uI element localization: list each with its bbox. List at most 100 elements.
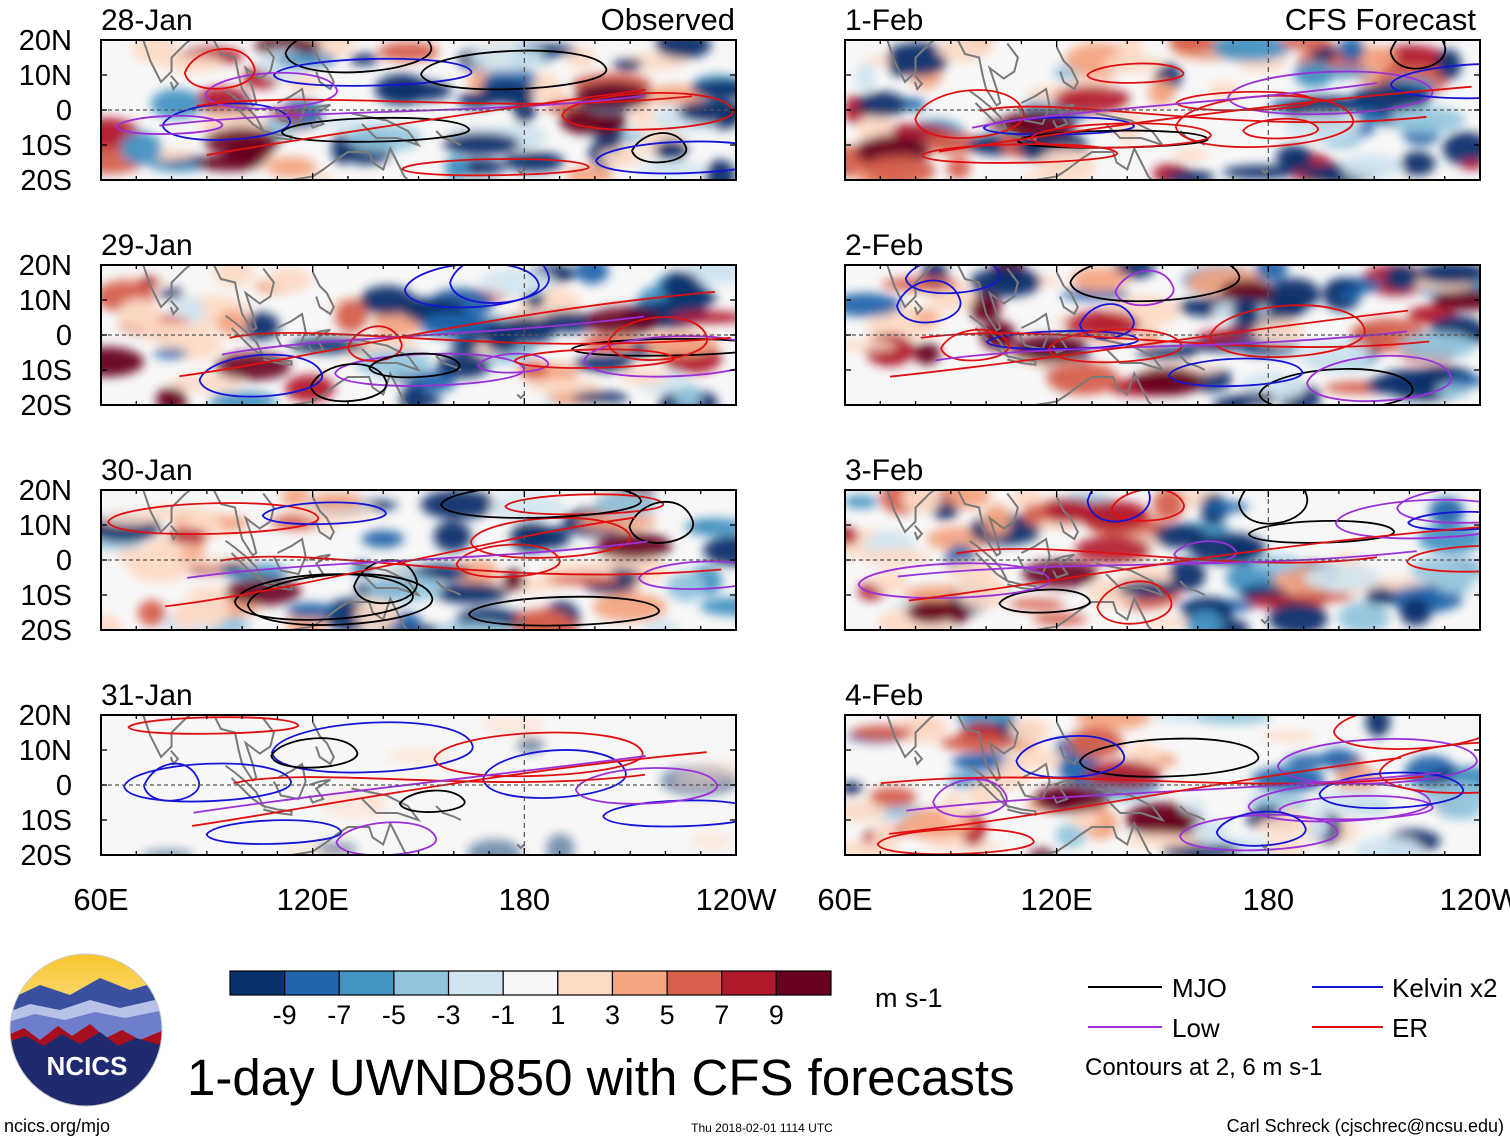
coastline <box>1095 337 1166 372</box>
legend: MJO Kelvin x2 Low ER Contours at 2, 6 m … <box>1085 973 1498 1081</box>
wave-contour <box>1174 94 1354 148</box>
colorbar-label: -1 <box>491 1000 515 1030</box>
coastlines <box>885 490 1270 630</box>
anomaly-cell <box>1384 265 1419 291</box>
y-tick-label: 20S <box>20 840 72 872</box>
wave-contour <box>1173 540 1237 564</box>
anomaly-cell <box>547 574 622 586</box>
y-tick-label: 10S <box>20 805 72 837</box>
panel-date: 29-Jan <box>101 229 193 262</box>
anomaly-cell <box>377 41 439 62</box>
anomaly-cell <box>666 572 706 602</box>
wave-contour <box>1332 715 1480 750</box>
anomaly-cell <box>862 155 936 180</box>
panel-date: 3-Feb <box>845 454 923 487</box>
colorbar-swatch <box>666 970 723 996</box>
wave-contour <box>595 140 736 175</box>
coastline <box>1007 805 1037 816</box>
anomaly-cell <box>913 342 941 365</box>
anomaly-cell <box>1341 153 1403 180</box>
footer-timestamp: Thu 2018-02-01 1114 UTC <box>691 1121 833 1135</box>
y-tick-label: 20N <box>19 700 72 732</box>
anomaly-cell <box>1167 559 1206 592</box>
anomaly-cell <box>1009 717 1051 744</box>
coastline <box>212 265 275 332</box>
anomaly-cell <box>869 787 917 808</box>
coastline <box>313 23 320 34</box>
coastline <box>1052 778 1075 804</box>
anomaly-cell <box>946 156 971 180</box>
anomaly-cell <box>1200 501 1250 513</box>
anomaly-cell <box>1055 823 1086 848</box>
coastline <box>956 40 1019 107</box>
x-tick-label: 120W <box>1440 882 1510 917</box>
coastline <box>1057 248 1064 259</box>
coastline <box>1007 355 1037 366</box>
anomaly-cell <box>845 495 879 509</box>
coastline <box>913 750 924 766</box>
coastline <box>263 355 293 366</box>
anomaly-cell <box>856 91 907 118</box>
coastlines <box>885 715 1270 855</box>
anomaly-cell <box>845 841 900 855</box>
anomaly-cell <box>1365 587 1397 605</box>
anomaly-cell <box>267 156 317 178</box>
wave-contour <box>1306 354 1453 402</box>
anomaly-cell <box>1022 503 1048 525</box>
y-tick-label: 20S <box>20 390 72 422</box>
wave-contour <box>889 309 1409 378</box>
anomaly-cell <box>1222 165 1297 180</box>
anomaly-cell <box>334 299 368 333</box>
anomaly-cell <box>503 151 565 173</box>
anomaly-cell <box>1429 497 1465 526</box>
wave-contour <box>1029 122 1212 149</box>
anomaly-cell <box>1191 818 1230 846</box>
anomaly-cell <box>1255 265 1288 282</box>
coastline <box>1055 46 1079 91</box>
anomaly-cell <box>1035 498 1100 524</box>
coastline <box>1055 271 1079 316</box>
wave-contour <box>920 332 1430 348</box>
anomaly-cell <box>521 82 568 103</box>
coastline <box>141 490 193 534</box>
anomaly-cell <box>1168 40 1216 53</box>
wave-contour <box>280 116 470 143</box>
coastline <box>1034 595 1154 630</box>
wave-contour <box>1096 580 1173 625</box>
anomaly-cell <box>516 735 544 754</box>
wave-contour <box>1114 269 1175 307</box>
anomaly-cell <box>654 139 688 161</box>
anomaly-cell <box>888 42 949 77</box>
wave-contour <box>161 102 291 141</box>
anomaly-cell <box>592 593 668 622</box>
coastline <box>311 721 335 766</box>
coastline <box>435 580 462 596</box>
wave-contour <box>127 716 299 735</box>
coastline <box>1260 618 1270 625</box>
anomaly-cell <box>101 614 123 630</box>
coastline <box>1095 112 1166 147</box>
coastline <box>169 300 180 316</box>
coastline <box>1179 580 1206 596</box>
coastline <box>169 750 180 766</box>
wave-contour <box>1209 304 1366 358</box>
wave-contour <box>607 316 708 361</box>
wave-contour <box>857 562 1051 599</box>
wave-contour <box>271 721 474 774</box>
coastline <box>1052 553 1075 579</box>
anomaly-cell <box>445 155 468 180</box>
wave-contour <box>159 94 645 127</box>
colorbar-label: 9 <box>769 1000 784 1030</box>
anomaly-cell <box>101 347 144 377</box>
x-tick-label: 120W <box>696 882 778 917</box>
contour-note: Contours at 2, 6 m s-1 <box>1085 1054 1322 1081</box>
wave-contour <box>206 88 646 156</box>
colorbar-swatch <box>393 970 450 996</box>
anomaly-core <box>1293 338 1370 367</box>
anomaly-cell <box>845 801 888 822</box>
wave-contour <box>979 105 1427 124</box>
anomaly-cell <box>155 387 188 405</box>
wave-contour <box>938 85 1472 153</box>
anomaly-cell <box>534 72 558 87</box>
wave-contour <box>401 158 590 177</box>
